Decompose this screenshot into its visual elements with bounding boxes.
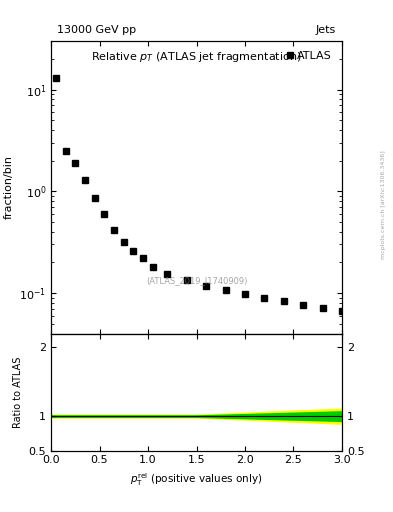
Text: mcplots.cern.ch [arXiv:1306.3436]: mcplots.cern.ch [arXiv:1306.3436] <box>381 151 386 259</box>
Y-axis label: fraction/bin: fraction/bin <box>4 155 14 219</box>
Y-axis label: Ratio to ATLAS: Ratio to ATLAS <box>13 356 23 428</box>
Text: (ATLAS_2019_I1740909): (ATLAS_2019_I1740909) <box>146 276 247 285</box>
ATLAS <box>151 264 155 270</box>
ATLAS <box>102 211 107 217</box>
ATLAS <box>320 305 325 311</box>
Text: Jets: Jets <box>316 25 336 35</box>
ATLAS <box>165 271 170 277</box>
ATLAS <box>121 239 126 245</box>
ATLAS <box>92 196 97 202</box>
ATLAS <box>242 291 247 297</box>
Line: ATLAS: ATLAS <box>53 75 345 314</box>
ATLAS <box>301 302 305 308</box>
ATLAS <box>204 283 209 289</box>
ATLAS <box>184 276 189 283</box>
ATLAS <box>223 287 228 293</box>
X-axis label: $p_{\rm T}^{\rm rel}$ (positive values only): $p_{\rm T}^{\rm rel}$ (positive values o… <box>130 471 263 488</box>
ATLAS <box>340 308 344 314</box>
ATLAS <box>83 177 87 183</box>
ATLAS <box>63 147 68 154</box>
Text: Relative $p_T$ (ATLAS jet fragmentation): Relative $p_T$ (ATLAS jet fragmentation) <box>91 50 302 63</box>
ATLAS <box>73 160 78 166</box>
Legend: ATLAS: ATLAS <box>283 47 336 66</box>
ATLAS <box>131 248 136 254</box>
ATLAS <box>141 255 145 261</box>
ATLAS <box>262 294 267 301</box>
Text: 13000 GeV pp: 13000 GeV pp <box>57 25 136 35</box>
ATLAS <box>53 75 58 81</box>
ATLAS <box>281 298 286 304</box>
ATLAS <box>112 226 116 232</box>
